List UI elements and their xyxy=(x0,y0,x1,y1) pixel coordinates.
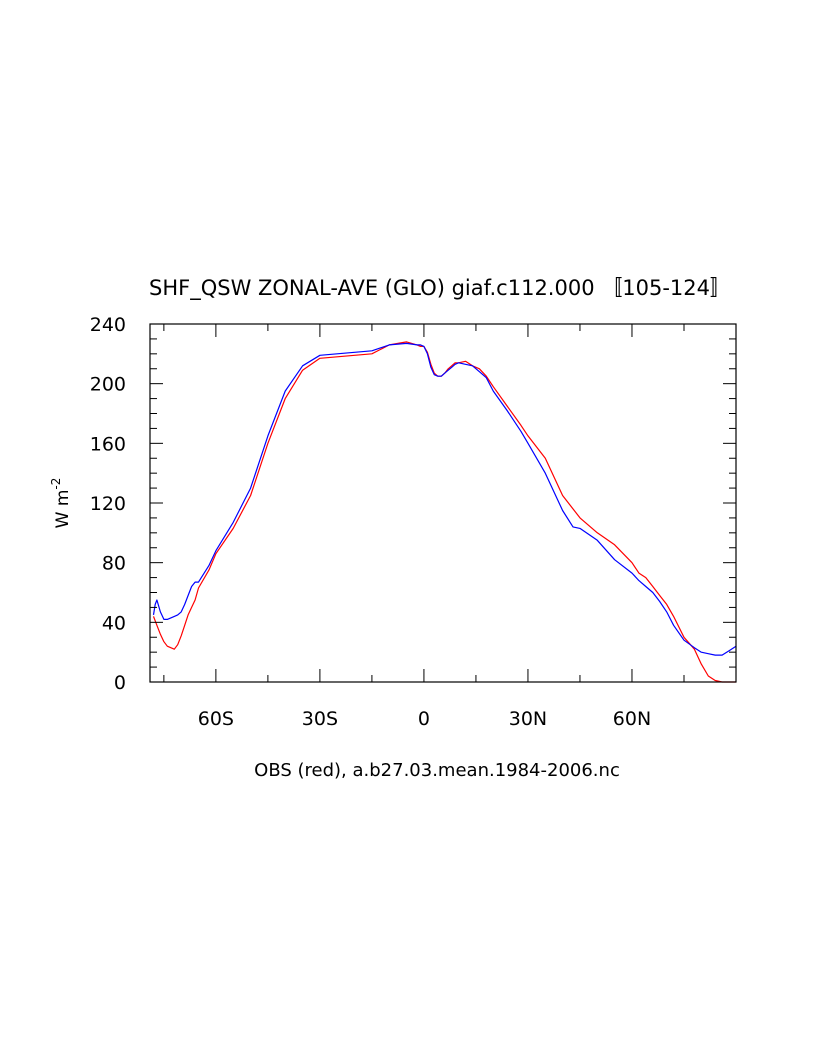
y-tick-label: 40 xyxy=(102,612,126,634)
y-tick-label: 160 xyxy=(90,433,126,455)
x-tick-label: 0 xyxy=(418,708,430,730)
x-tick-label: 60N xyxy=(613,708,651,730)
x-tick-label: 60S xyxy=(198,708,234,730)
y-axis-label: W m-2 xyxy=(49,478,73,529)
x-tick-label: 30S xyxy=(302,708,338,730)
y-tick-labels: 0 40 80 120 160 200 240 xyxy=(90,314,126,694)
y-tick-label: 120 xyxy=(90,493,126,515)
y-axis-label-base: W m xyxy=(53,490,73,529)
tick-layer xyxy=(150,323,737,683)
plot-frame xyxy=(149,323,737,683)
x-tick-labels: 60S 30S 0 30N 60N xyxy=(198,708,651,730)
series-line-red xyxy=(152,341,736,683)
x-axis-label: OBS (red), a.b27.03.mean.1984-2006.nc xyxy=(254,760,620,781)
series-line-blue xyxy=(152,342,737,656)
series-layer xyxy=(152,341,737,683)
y-tick-label: 0 xyxy=(114,672,126,694)
y-tick-label: 80 xyxy=(102,553,126,575)
y-tick-label: 240 xyxy=(90,314,126,336)
y-axis-label-superscript: -2 xyxy=(49,478,63,490)
chart-title: SHF_QSW ZONAL-AVE (GLO) giaf.c112.000 〚1… xyxy=(149,276,731,301)
y-tick-label: 200 xyxy=(90,374,126,396)
x-tick-label: 30N xyxy=(509,708,547,730)
